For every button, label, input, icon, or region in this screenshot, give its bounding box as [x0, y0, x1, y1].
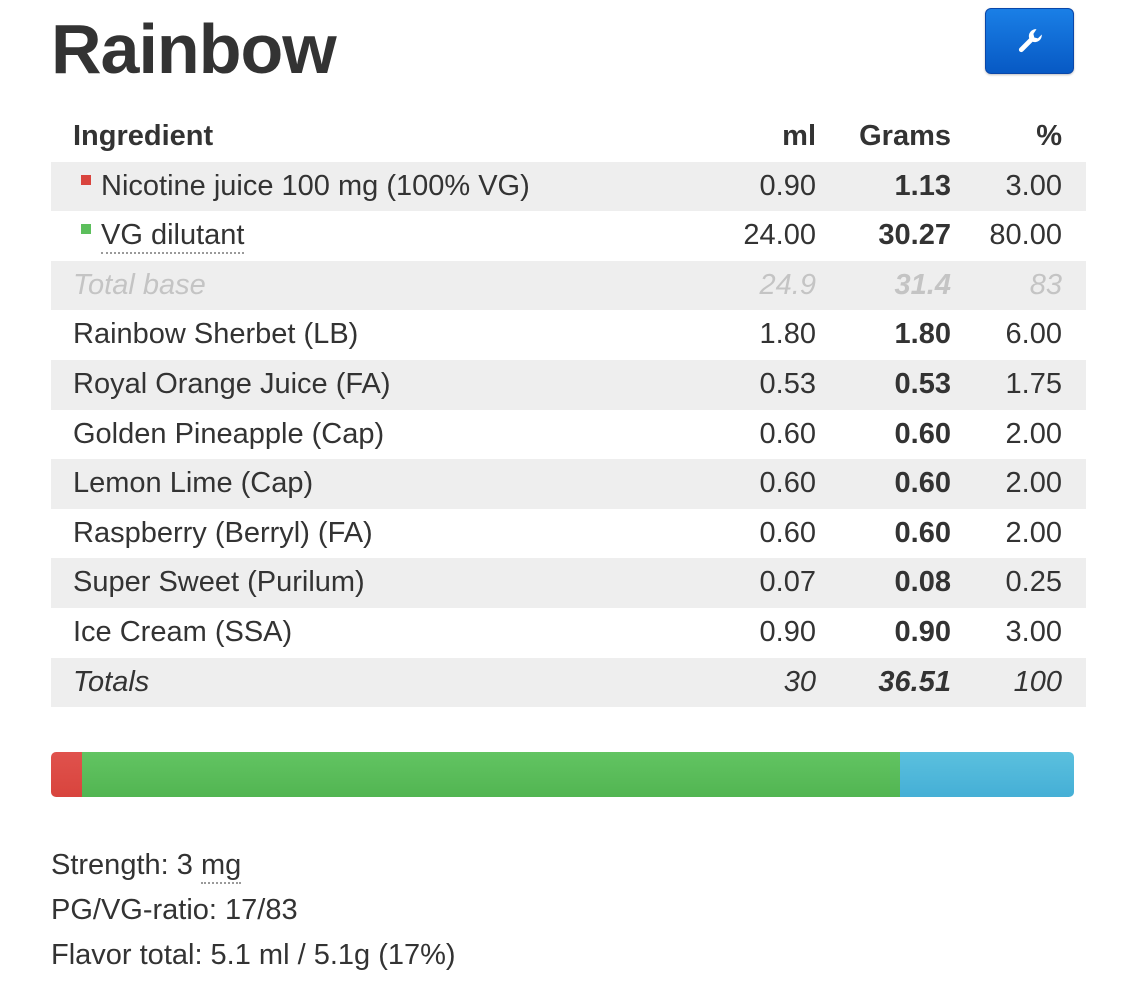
ml-cell: 0.60: [657, 508, 816, 559]
grams-cell: 36.51: [816, 657, 951, 708]
grams-cell: 1.13: [816, 161, 951, 212]
grams-cell: 0.60: [816, 459, 951, 509]
ingredient-name: Total base: [51, 260, 657, 311]
ingredient-name: Nicotine juice 100 mg (100% VG): [101, 169, 530, 202]
percent-cell: 80.00: [951, 211, 1086, 261]
table-row: Super Sweet (Purilum) 0.07 0.08 0.25: [51, 558, 1086, 608]
ml-cell: 1.80: [657, 310, 816, 360]
percent-cell: 2.00: [951, 508, 1086, 559]
ml-cell: 24.00: [657, 211, 816, 261]
percent-cell: 3.00: [951, 161, 1086, 212]
ml-cell: 0.90: [657, 161, 816, 212]
totals-row: Totals 30 36.51 100: [51, 657, 1086, 708]
ml-cell: 30: [657, 657, 816, 708]
grams-cell: 0.60: [816, 409, 951, 460]
ml-cell: 0.60: [657, 409, 816, 460]
table-header-row: Ingredient ml Grams %: [51, 112, 1086, 162]
grams-cell: 0.53: [816, 359, 951, 410]
grams-cell: 0.90: [816, 607, 951, 658]
flavor-total-line: Flavor total: 5.1 ml / 5.1g (17%): [51, 939, 456, 971]
grams-cell: 30.27: [816, 211, 951, 261]
strength-label: Strength: 3: [51, 849, 201, 881]
bar-segment-vg: [81, 752, 901, 797]
table-row: Rainbow Sherbet (LB) 1.80 1.80 6.00: [51, 310, 1086, 360]
grams-cell: 1.80: [816, 310, 951, 360]
color-swatch: [81, 224, 91, 235]
strength-line: Strength: 3 mg: [51, 843, 456, 888]
percent-cell: 3.00: [951, 607, 1086, 658]
table-row: Raspberry (Berryl) (FA) 0.60 0.60 2.00: [51, 508, 1086, 559]
composition-bar: [51, 752, 1074, 797]
grams-cell: 0.08: [816, 558, 951, 608]
ingredient-name[interactable]: VG dilutant: [101, 219, 245, 255]
ml-cell: 0.07: [657, 558, 816, 608]
percent-cell: 6.00: [951, 310, 1086, 360]
header-ml: ml: [782, 120, 816, 152]
ingredient-cell: Nicotine juice 100 mg (100% VG): [51, 161, 657, 212]
percent-cell: 2.00: [951, 409, 1086, 460]
percent-cell: 0.25: [951, 558, 1086, 608]
recipe-stats: Strength: 3 mg PG/VG-ratio: 17/83 Flavor…: [51, 843, 456, 978]
wrench-icon: [1018, 29, 1042, 53]
recipe-table: Ingredient ml Grams % Nicotine juice 100…: [51, 112, 1086, 708]
pgvg-ratio-line: PG/VG-ratio: 17/83: [51, 894, 298, 926]
recipe-title: Rainbow: [51, 10, 337, 88]
ingredient-name: Totals: [51, 657, 657, 708]
table-row: Nicotine juice 100 mg (100% VG) 0.90 1.1…: [51, 161, 1086, 212]
table-row: Golden Pineapple (Cap) 0.60 0.60 2.00: [51, 409, 1086, 460]
percent-cell: 2.00: [951, 459, 1086, 509]
table-row: Ice Cream (SSA) 0.90 0.90 3.00: [51, 607, 1086, 658]
header-ingredient: Ingredient: [73, 120, 214, 152]
ml-cell: 0.90: [657, 607, 816, 658]
total-base-row: Total base 24.9 31.4 83: [51, 260, 1086, 311]
ingredient-name: Ice Cream (SSA): [51, 607, 657, 658]
grams-cell: 31.4: [816, 260, 951, 311]
ingredient-name: Rainbow Sherbet (LB): [51, 310, 657, 360]
ml-cell: 24.9: [657, 260, 816, 311]
ingredient-name: Raspberry (Berryl) (FA): [51, 508, 657, 559]
table-row: VG dilutant 24.00 30.27 80.00: [51, 211, 1086, 261]
ingredient-name: Lemon Lime (Cap): [51, 459, 657, 509]
ml-cell: 0.60: [657, 459, 816, 509]
table-row: Royal Orange Juice (FA) 0.53 0.53 1.75: [51, 359, 1086, 410]
ingredient-name: Royal Orange Juice (FA): [51, 359, 657, 410]
settings-button[interactable]: [985, 8, 1074, 74]
percent-cell: 1.75: [951, 359, 1086, 410]
header-grams: Grams: [859, 120, 951, 152]
header-percent: %: [1036, 120, 1062, 152]
bar-segment-pg: [900, 752, 1074, 797]
grams-cell: 0.60: [816, 508, 951, 559]
ingredient-cell: VG dilutant: [51, 211, 657, 261]
bar-segment-nicotine: [51, 752, 82, 797]
strength-unit[interactable]: mg: [200, 849, 242, 884]
color-swatch: [81, 174, 91, 185]
ingredient-name: Super Sweet (Purilum): [51, 558, 657, 608]
ingredient-name: Golden Pineapple (Cap): [51, 409, 657, 460]
table-row: Lemon Lime (Cap) 0.60 0.60 2.00: [51, 459, 1086, 509]
ml-cell: 0.53: [657, 359, 816, 410]
percent-cell: 83: [951, 260, 1086, 311]
percent-cell: 100: [951, 657, 1086, 708]
